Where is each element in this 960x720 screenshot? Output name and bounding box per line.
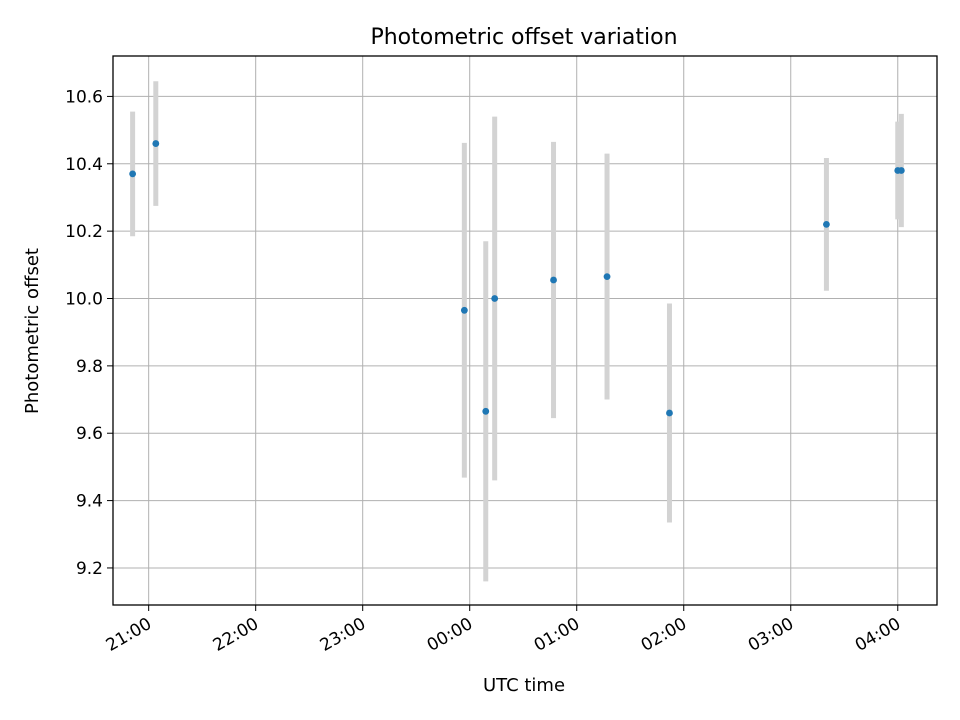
- data-point: [152, 140, 160, 147]
- y-tick-label: 9.6: [76, 424, 103, 444]
- chart-title: Photometric offset variation: [370, 25, 677, 50]
- data-point: [129, 170, 137, 178]
- y-axis-title: Photometric offset: [22, 248, 43, 414]
- plot-frame: [112, 55, 938, 606]
- point-layer: [129, 140, 905, 417]
- data-point: [603, 273, 611, 281]
- y-tick-label: 10.6: [65, 87, 103, 107]
- data-point: [897, 167, 905, 174]
- data-point: [666, 409, 673, 417]
- data-point: [482, 407, 490, 415]
- data-point: [550, 276, 557, 284]
- y-tick-label: 9.2: [76, 559, 103, 579]
- y-tick-label: 10.4: [65, 155, 103, 175]
- y-tick-label: 10.2: [65, 222, 103, 242]
- grid-layer: [113, 56, 937, 605]
- data-point: [491, 295, 499, 302]
- data-point: [823, 221, 830, 228]
- data-point: [460, 306, 468, 314]
- y-tick-label: 9.8: [76, 357, 103, 377]
- y-tick-label: 10.0: [65, 290, 103, 310]
- x-axis-title: UTC time: [483, 675, 565, 696]
- y-tick-label: 9.4: [76, 492, 103, 512]
